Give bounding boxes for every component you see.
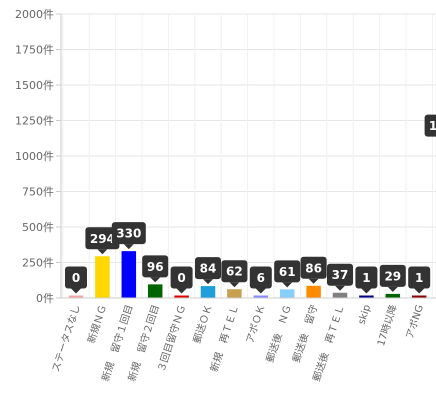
y-tick-label: 250件 <box>22 257 54 270</box>
bar <box>253 295 269 298</box>
y-tick-label: 500件 <box>22 221 54 234</box>
data-label-box <box>424 114 436 137</box>
x-tick-label: 郵送後 ＮＧ <box>263 303 294 364</box>
grid-lines <box>61 13 436 299</box>
data-label-pointer <box>308 278 319 284</box>
x-tick-label: アポNG <box>404 303 426 340</box>
y-tick-label: 0件 <box>36 292 54 305</box>
bar <box>174 295 189 298</box>
x-tick-label: ステータスなし <box>50 303 83 373</box>
x-tick-label: 郵送ＯＫ <box>190 303 215 345</box>
y-tick-label: 750件 <box>22 186 54 199</box>
data-label-box <box>274 260 301 283</box>
data-label-pointer <box>71 288 81 294</box>
data-label-box <box>249 266 272 289</box>
bar <box>306 285 321 298</box>
bar <box>147 284 163 298</box>
data-label-box <box>379 264 406 287</box>
data-label-box <box>65 266 87 289</box>
data-label-box <box>221 260 248 283</box>
data-label-pointer <box>123 244 134 250</box>
bar <box>68 295 84 298</box>
data-label: 330 <box>116 227 141 241</box>
y-tick-label: 2000件 <box>15 8 54 21</box>
data-label: 86 <box>305 261 322 275</box>
data-label-pointer <box>255 288 266 294</box>
bar <box>279 289 295 298</box>
data-label: 1087 <box>429 119 436 133</box>
bar <box>411 295 427 298</box>
data-label-pointer <box>150 277 161 283</box>
data-label: 29 <box>384 269 401 283</box>
x-tick-label: 17時以降 <box>374 303 400 348</box>
data-label-box <box>300 256 327 279</box>
y-tick-label: 1250件 <box>15 115 54 128</box>
data-label: 37 <box>332 268 349 282</box>
data-label-pointer <box>203 279 213 285</box>
data-label: 84 <box>200 262 217 276</box>
data-label-box <box>327 263 353 286</box>
data-label-pointer <box>97 249 108 255</box>
x-tick-label: 郵送後 留守 <box>290 303 321 364</box>
x-tick-label: アポＯＫ <box>244 303 268 345</box>
x-tick-label: 新規ＮＧ <box>85 303 110 345</box>
data-label-box <box>111 222 146 245</box>
bar <box>385 293 401 298</box>
y-axis: 0件 250件 500件 750件 1000件 1250件 1500件 1750件 2000件 <box>15 8 62 305</box>
x-tick-label: skip <box>357 304 374 327</box>
bar <box>95 256 110 298</box>
bar <box>359 295 374 298</box>
data-label-box <box>170 266 193 289</box>
data-label-box <box>85 227 120 250</box>
data-label-pointer <box>361 288 372 294</box>
data-label-pointer <box>335 285 345 291</box>
data-label-box <box>355 266 378 289</box>
data-label-pointer <box>387 286 398 292</box>
data-label: 294 <box>90 232 115 246</box>
bar <box>227 289 242 298</box>
data-label-pointer <box>229 282 240 288</box>
bar <box>332 292 348 298</box>
data-label-pointer <box>176 288 187 294</box>
data-label: 0 <box>177 271 185 285</box>
data-label-box <box>195 257 221 280</box>
data-label: 1 <box>362 271 370 285</box>
data-label: 0 <box>72 271 80 285</box>
bar <box>121 251 137 298</box>
data-label-pointer <box>282 282 293 288</box>
data-label: 6 <box>257 271 265 285</box>
y-tick-label: 1750件 <box>15 44 54 57</box>
data-label-box <box>142 255 169 278</box>
data-label: 62 <box>226 265 243 279</box>
data-label-box <box>408 266 431 289</box>
bar <box>200 286 216 298</box>
data-label: 96 <box>147 260 164 274</box>
data-label: 61 <box>279 265 296 279</box>
bars <box>68 251 427 298</box>
y-tick-label: 1500件 <box>15 79 54 92</box>
data-label: 1 <box>415 271 423 285</box>
data-label-pointer <box>414 288 425 294</box>
y-tick-label: 1000件 <box>15 150 54 163</box>
